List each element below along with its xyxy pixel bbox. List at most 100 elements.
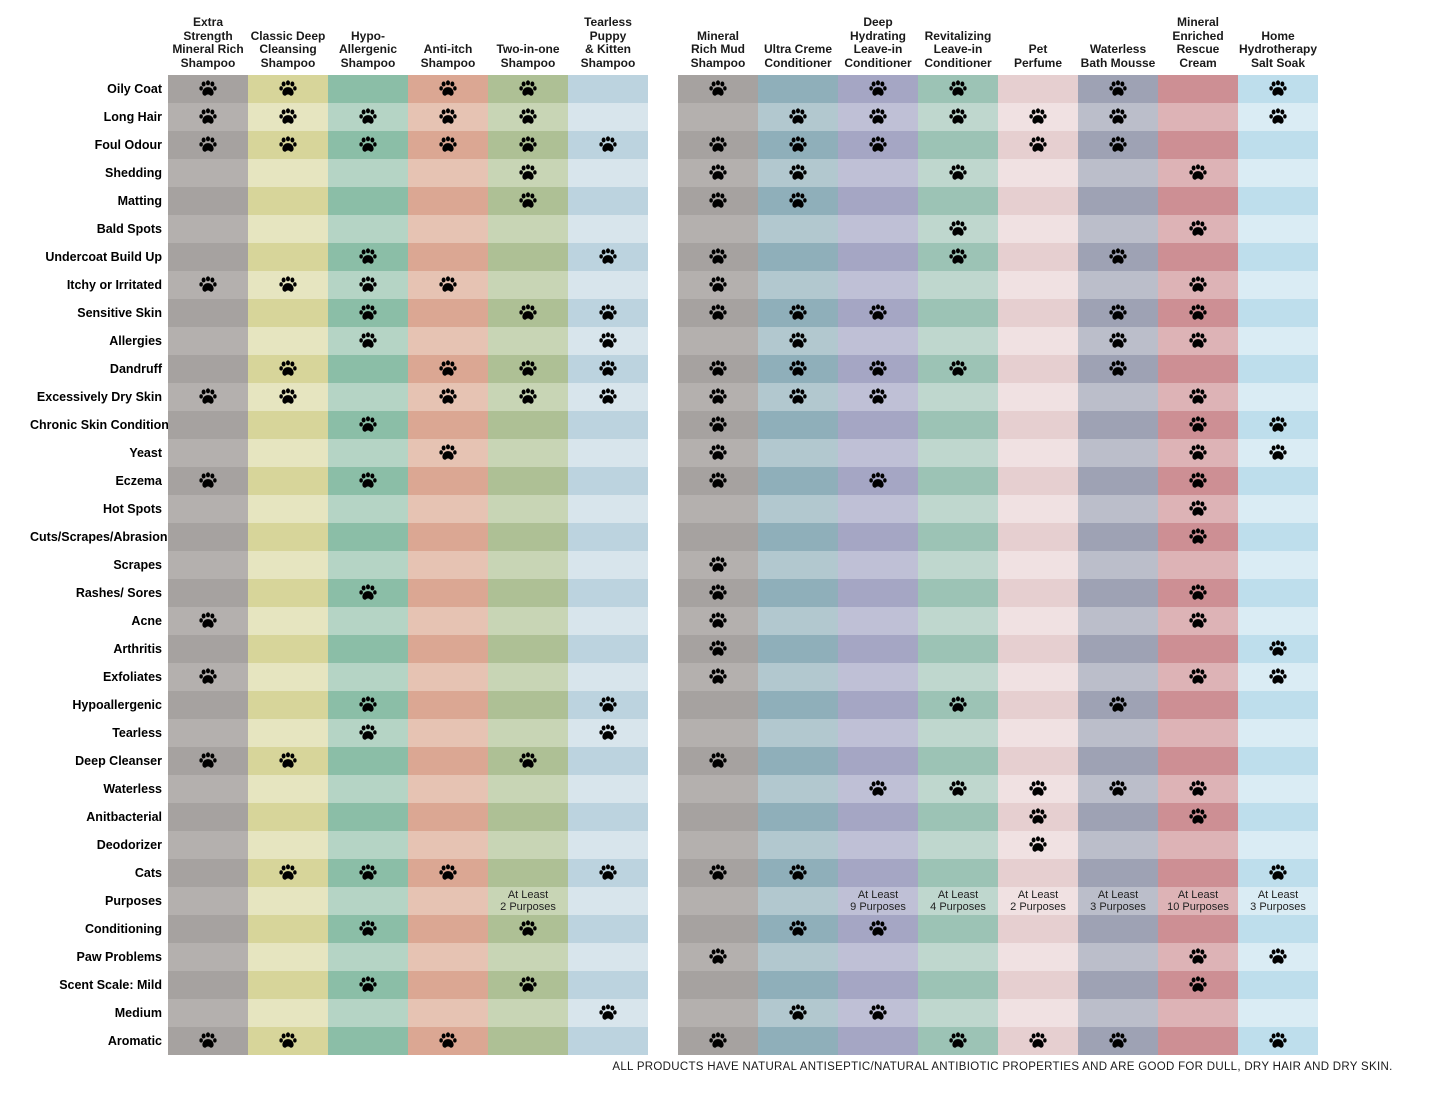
cell bbox=[568, 467, 648, 495]
cell bbox=[1078, 999, 1158, 1027]
cell bbox=[408, 999, 488, 1027]
cell bbox=[1078, 159, 1158, 187]
cell bbox=[758, 327, 838, 355]
cell bbox=[408, 579, 488, 607]
cell bbox=[1158, 579, 1238, 607]
cell bbox=[168, 299, 248, 327]
paw-icon bbox=[708, 80, 728, 98]
cell bbox=[1078, 663, 1158, 691]
cell bbox=[1158, 971, 1238, 999]
paw-icon bbox=[788, 304, 808, 322]
cell bbox=[568, 1027, 648, 1055]
paw-icon bbox=[1108, 108, 1128, 126]
column-header: HomeHydrotherapySalt Soak bbox=[1238, 10, 1318, 75]
cell bbox=[248, 915, 328, 943]
cell bbox=[408, 411, 488, 439]
column-header: Ultra CremeConditioner bbox=[758, 10, 838, 75]
cell bbox=[168, 411, 248, 439]
paw-icon bbox=[598, 388, 618, 406]
cell bbox=[248, 691, 328, 719]
row-label: Dandruff bbox=[30, 355, 168, 383]
cell bbox=[678, 635, 758, 663]
cell bbox=[678, 971, 758, 999]
product-column-two: Two-in-oneShampoo At Least2 Purposes bbox=[488, 10, 568, 1055]
paw-icon bbox=[518, 304, 538, 322]
paw-icon bbox=[1028, 1032, 1048, 1050]
cell bbox=[918, 187, 998, 215]
paw-icon bbox=[358, 416, 378, 434]
paw-icon bbox=[1268, 80, 1288, 98]
cell: At Least3 Purposes bbox=[1078, 887, 1158, 915]
cell bbox=[568, 915, 648, 943]
paw-icon bbox=[1188, 220, 1208, 238]
cell bbox=[758, 831, 838, 859]
cell bbox=[568, 243, 648, 271]
paw-icon bbox=[598, 248, 618, 266]
cell bbox=[168, 579, 248, 607]
paw-icon bbox=[198, 612, 218, 630]
paw-icon bbox=[198, 388, 218, 406]
purposes-text: At Least3 Purposes bbox=[1088, 889, 1148, 913]
cell bbox=[1238, 971, 1318, 999]
paw-icon bbox=[198, 668, 218, 686]
cell bbox=[168, 159, 248, 187]
cell bbox=[1158, 719, 1238, 747]
cell bbox=[488, 663, 568, 691]
paw-icon bbox=[598, 864, 618, 882]
cell bbox=[838, 495, 918, 523]
cell bbox=[998, 327, 1078, 355]
cell bbox=[998, 411, 1078, 439]
cell bbox=[678, 999, 758, 1027]
cell bbox=[328, 467, 408, 495]
cell bbox=[168, 187, 248, 215]
cell bbox=[1078, 775, 1158, 803]
paw-icon bbox=[708, 388, 728, 406]
cell bbox=[678, 411, 758, 439]
paw-icon bbox=[198, 136, 218, 154]
paw-icon bbox=[948, 696, 968, 714]
cell bbox=[1238, 831, 1318, 859]
paw-icon bbox=[1108, 360, 1128, 378]
product-column-mousse: WaterlessBath Mousse At Least3 Purposes bbox=[1078, 10, 1158, 1055]
cell bbox=[568, 551, 648, 579]
paw-icon bbox=[868, 472, 888, 490]
cell bbox=[1078, 691, 1158, 719]
product-column-anti: Anti-itchShampoo bbox=[408, 10, 488, 1055]
cell bbox=[678, 915, 758, 943]
cell bbox=[1158, 355, 1238, 383]
cell bbox=[168, 775, 248, 803]
cell bbox=[568, 327, 648, 355]
cell bbox=[918, 635, 998, 663]
row-label: Undercoat Build Up bbox=[30, 243, 168, 271]
cell bbox=[328, 523, 408, 551]
cell bbox=[838, 747, 918, 775]
row-label: Acne bbox=[30, 607, 168, 635]
cell bbox=[248, 663, 328, 691]
cell bbox=[408, 635, 488, 663]
paw-icon bbox=[1108, 248, 1128, 266]
cell bbox=[998, 663, 1078, 691]
cell bbox=[408, 355, 488, 383]
cell bbox=[1158, 1027, 1238, 1055]
cell bbox=[568, 495, 648, 523]
row-label: Long Hair bbox=[30, 103, 168, 131]
cell bbox=[568, 411, 648, 439]
paw-icon bbox=[358, 724, 378, 742]
cell bbox=[488, 383, 568, 411]
cell bbox=[168, 495, 248, 523]
cell bbox=[1238, 943, 1318, 971]
cell bbox=[328, 775, 408, 803]
cell bbox=[758, 159, 838, 187]
purposes-text: At Least2 Purposes bbox=[1008, 889, 1068, 913]
paw-icon bbox=[1188, 528, 1208, 546]
cell bbox=[1078, 467, 1158, 495]
cell bbox=[328, 551, 408, 579]
cell bbox=[488, 719, 568, 747]
cell bbox=[328, 1027, 408, 1055]
cell bbox=[918, 607, 998, 635]
cell bbox=[408, 719, 488, 747]
cell bbox=[1238, 999, 1318, 1027]
cell bbox=[328, 383, 408, 411]
cell bbox=[488, 327, 568, 355]
cell bbox=[408, 243, 488, 271]
